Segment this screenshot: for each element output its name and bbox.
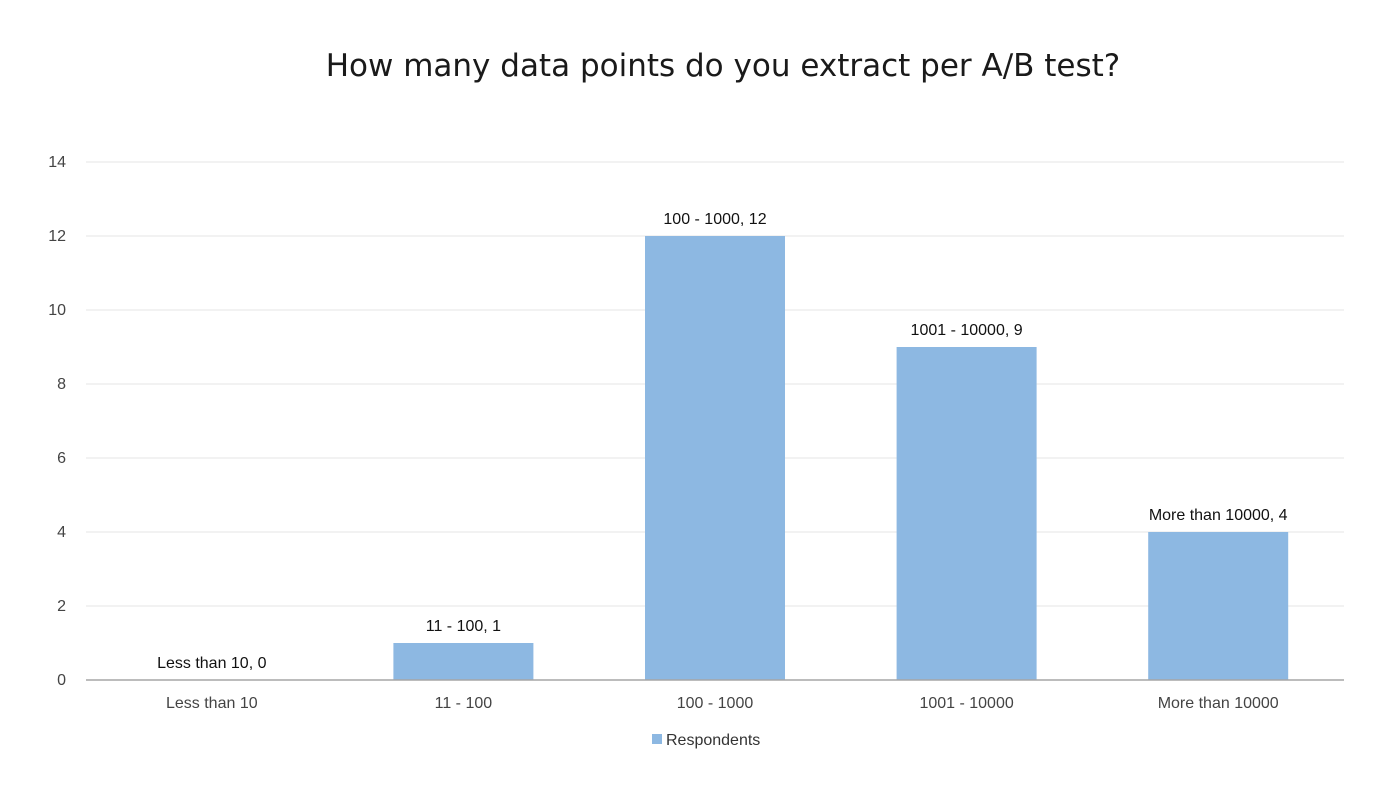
data-label: 11 - 100, 1 [426, 618, 501, 635]
y-tick-label: 6 [57, 450, 66, 467]
y-tick-label: 10 [48, 302, 66, 319]
legend-swatch [652, 734, 662, 744]
x-tick-label: Less than 10 [166, 695, 258, 712]
x-tick-label: 100 - 1000 [677, 695, 754, 712]
bar [896, 347, 1037, 680]
bar [393, 643, 534, 680]
x-tick-label: 1001 - 10000 [919, 695, 1013, 712]
bar [1148, 532, 1289, 680]
y-tick-label: 14 [48, 154, 66, 171]
x-tick-label: More than 10000 [1158, 695, 1279, 712]
y-tick-label: 12 [48, 228, 66, 245]
legend-label: Respondents [666, 732, 760, 749]
y-tick-label: 4 [57, 524, 66, 541]
y-tick-label: 2 [57, 598, 66, 615]
data-label: 1001 - 10000, 9 [911, 322, 1023, 339]
data-label: 100 - 1000, 12 [663, 211, 766, 228]
x-tick-label: 11 - 100 [435, 695, 493, 712]
data-label: More than 10000, 4 [1149, 507, 1288, 524]
chart-title: How many data points do you extract per … [325, 48, 1121, 84]
y-tick-label: 8 [57, 376, 66, 393]
bar [645, 236, 785, 680]
y-tick-label: 0 [57, 672, 66, 689]
data-label: Less than 10, 0 [157, 655, 267, 672]
